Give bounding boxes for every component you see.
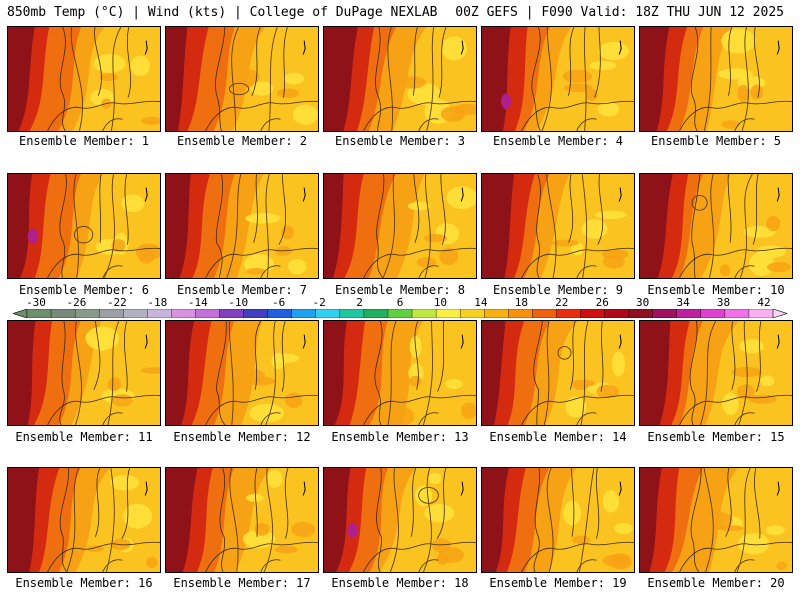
ensemble-map-panel xyxy=(323,26,477,132)
ensemble-member-label: Ensemble Member: 4 xyxy=(492,134,624,148)
ensemble-member-label: Ensemble Member: 8 xyxy=(334,283,466,297)
colorbar-tick-label: 18 xyxy=(514,296,528,309)
ensemble-map-panel xyxy=(639,467,793,573)
ensemble-member-label: Ensemble Member: 2 xyxy=(176,134,308,148)
ensemble-map-panel xyxy=(165,320,319,426)
ensemble-map-panel xyxy=(639,173,793,279)
colorbar-tick-label: 6 xyxy=(396,296,404,309)
colorbar-tick-label: 42 xyxy=(757,296,771,309)
ensemble-map-panel xyxy=(323,173,477,279)
ensemble-map-panel xyxy=(7,320,161,426)
ensemble-member-label: Ensemble Member: 19 xyxy=(489,576,627,590)
ensemble-member-label: Ensemble Member: 16 xyxy=(15,576,153,590)
ensemble-member-label: Ensemble Member: 20 xyxy=(647,576,785,590)
ensemble-member-label: Ensemble Member: 18 xyxy=(331,576,469,590)
ensemble-member-label: Ensemble Member: 1 xyxy=(18,134,150,148)
colorbar-tick-label: 34 xyxy=(676,296,690,309)
colorbar-tick-label: 26 xyxy=(595,296,609,309)
ensemble-member-label: Ensemble Member: 5 xyxy=(650,134,782,148)
ensemble-map-panel xyxy=(481,173,635,279)
colorbar-tick-label: -22 xyxy=(106,296,127,309)
ensemble-map-panel xyxy=(481,467,635,573)
colorbar-tick-label: 14 xyxy=(474,296,488,309)
ensemble-map-panel xyxy=(323,320,477,426)
colorbar-tick-label: -30 xyxy=(26,296,46,309)
ensemble-map-panel xyxy=(7,467,161,573)
colorbar-tick-label: -26 xyxy=(66,296,87,309)
colorbar-tick-label: 10 xyxy=(433,296,448,309)
ensemble-member-label: Ensemble Member: 14 xyxy=(489,430,627,444)
ensemble-map-panel xyxy=(165,467,319,573)
ensemble-member-label: Ensemble Member: 15 xyxy=(647,430,785,444)
model-run-info: 00Z GEFS | F090 Valid: 18Z THU JUN 12 20… xyxy=(455,5,784,20)
ensemble-map-panel xyxy=(7,173,161,279)
colorbar-tick-label: -2 xyxy=(312,296,326,309)
ensemble-member-label: Ensemble Member: 11 xyxy=(15,430,153,444)
ensemble-map-panel xyxy=(323,467,477,573)
colorbar-tick-label: -18 xyxy=(147,296,168,309)
ensemble-member-label: Ensemble Member: 10 xyxy=(647,283,785,297)
colorbar-tick-label: -6 xyxy=(272,296,286,309)
ensemble-map-panel xyxy=(481,320,635,426)
temperature-colorbar xyxy=(13,309,787,318)
colorbar-tick-label: 30 xyxy=(636,296,650,309)
ensemble-map-panel xyxy=(7,26,161,132)
colorbar-tick-label: 2 xyxy=(356,296,363,309)
ensemble-member-label: Ensemble Member: 13 xyxy=(331,430,469,444)
colorbar-tick-label: 38 xyxy=(716,296,731,309)
colorbar-tick-label: -14 xyxy=(187,296,208,309)
ensemble-map-panel xyxy=(165,26,319,132)
ensemble-member-label: Ensemble Member: 9 xyxy=(492,283,624,297)
ensemble-map-panel xyxy=(639,320,793,426)
ensemble-member-label: Ensemble Member: 17 xyxy=(173,576,311,590)
ensemble-member-label: Ensemble Member: 6 xyxy=(18,283,150,297)
ensemble-map-panel xyxy=(639,26,793,132)
chart-title: 850mb Temp (°C) | Wind (kts) | College o… xyxy=(7,5,438,20)
colorbar-graphic xyxy=(13,309,787,318)
ensemble-map-panel xyxy=(165,173,319,279)
ensemble-map-panel xyxy=(481,26,635,132)
ensemble-member-label: Ensemble Member: 7 xyxy=(176,283,308,297)
colorbar-tick-label: -10 xyxy=(228,296,249,309)
ensemble-member-label: Ensemble Member: 12 xyxy=(173,430,311,444)
ensemble-member-label: Ensemble Member: 3 xyxy=(334,134,466,148)
colorbar-tick-label: 22 xyxy=(555,296,569,309)
